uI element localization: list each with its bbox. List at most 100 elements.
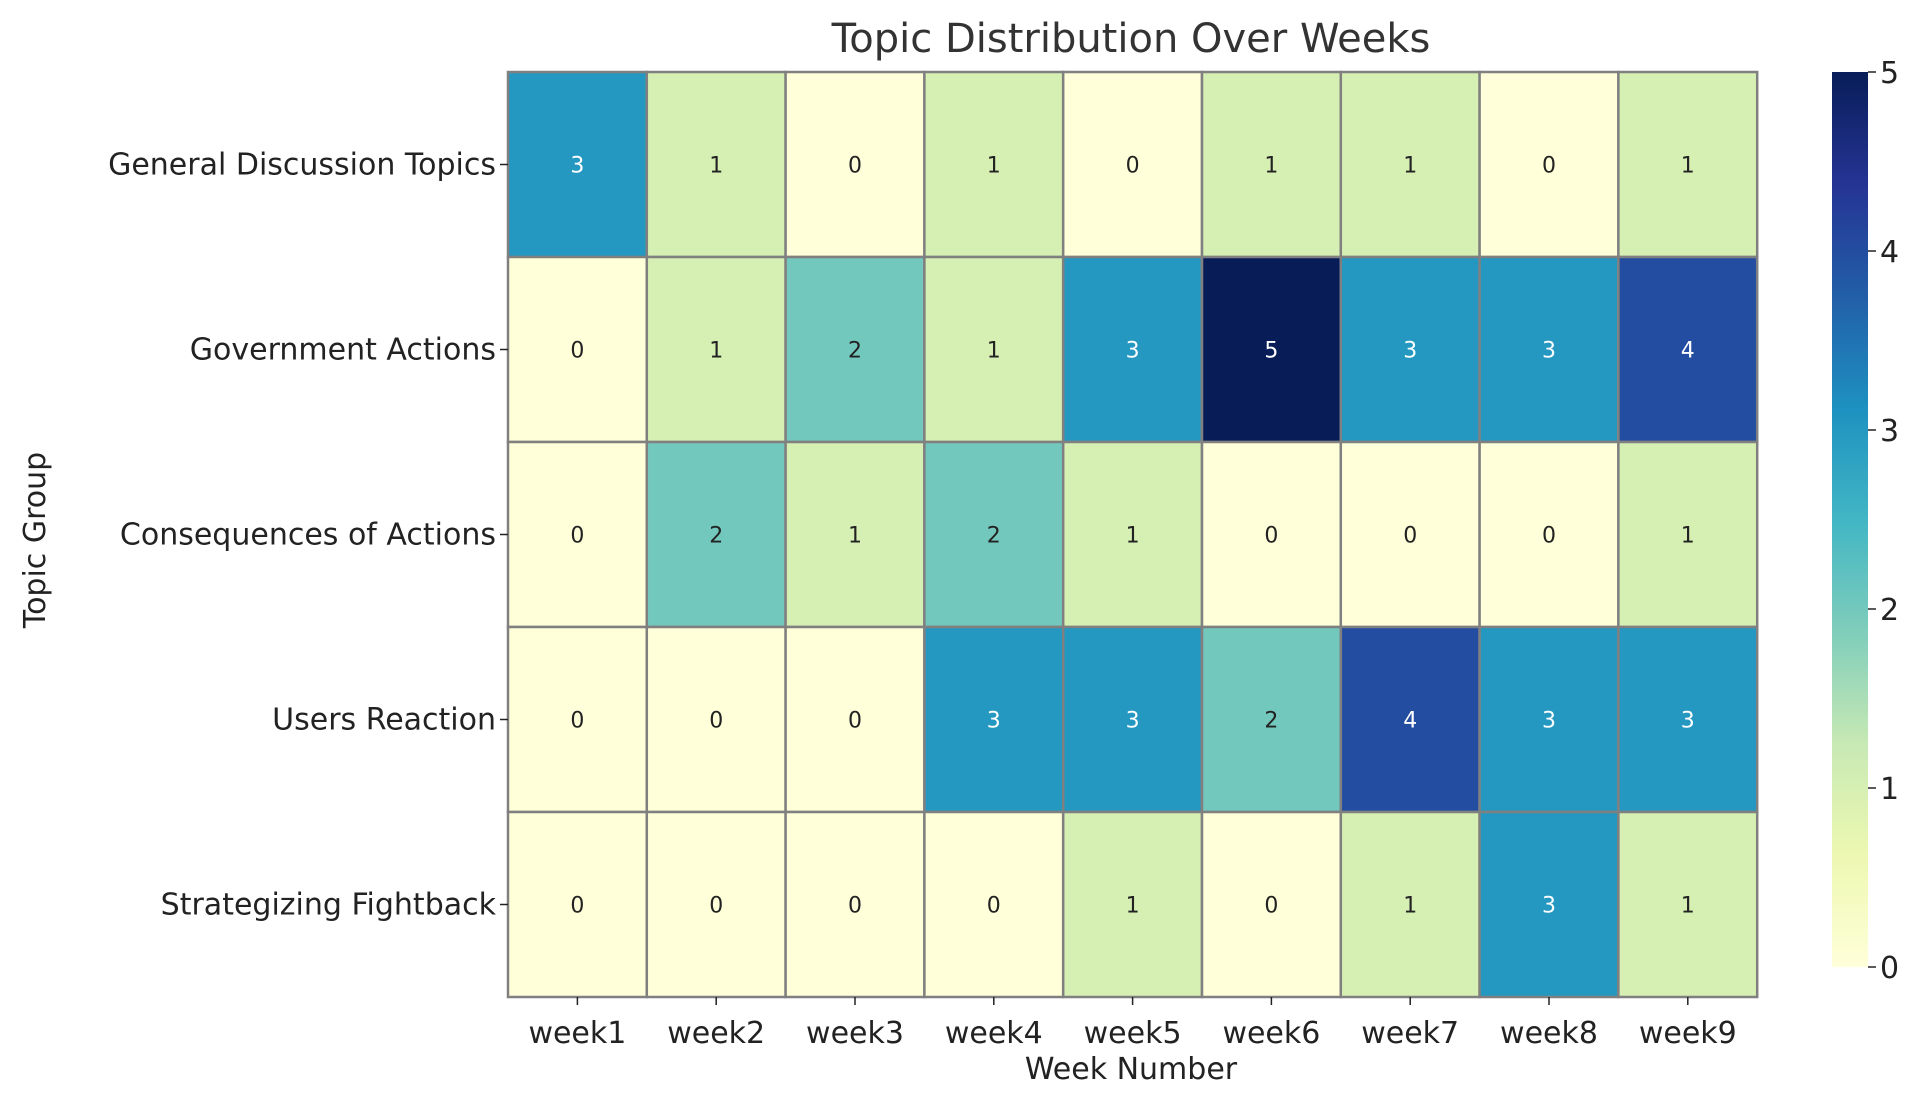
cell-value-label: 0 [570,894,584,919]
heatmap-cell [784,440,926,629]
cell-value-label: 0 [1264,894,1278,919]
cell-value-label: 1 [987,339,1001,364]
cell-value-label: 3 [1542,339,1556,364]
x-tick-label: week4 [945,1016,1043,1051]
cell-value-label: 0 [1542,154,1556,179]
heatmap-cell [923,625,1065,814]
y-tick-label: General Discussion Topics [108,148,496,183]
cell-value-label: 0 [570,339,584,364]
x-tick-label: week9 [1639,1016,1737,1051]
cell-value-label: 3 [1126,339,1140,364]
y-tick-label: Strategizing Fightback [161,888,497,923]
heatmap-cell [1339,810,1481,999]
heatmap-cell [506,70,649,259]
cell-value-label: 0 [709,894,723,919]
y-tick-label: Government Actions [190,333,496,368]
heatmap-cell [1200,70,1343,259]
heatmap-cell [784,255,926,444]
cell-value-label: 0 [709,709,723,734]
heatmap-cell [784,70,926,259]
heatmap-cell [1617,440,1759,629]
cell-value-label: 4 [1403,709,1417,734]
cell-value-label: 3 [987,709,1001,734]
cell-value-label: 1 [1403,894,1417,919]
y-tick-label: Consequences of Actions [120,518,496,553]
colorbar [1832,72,1868,967]
cell-value-label: 0 [1126,154,1140,179]
heatmap-cell [645,625,787,814]
colorbar-ticks: 0 1 2 3 4 5 [1868,56,1899,986]
cell-value-label: 2 [987,524,1001,549]
heatmap-cell [645,70,787,259]
heatmap-cell [1478,255,1620,444]
cell-value-label: 1 [1126,524,1140,549]
y-axis-label: Topic Group [18,452,53,629]
cell-value-label: 5 [1264,339,1278,364]
heatmap-cell [506,440,649,629]
heatmap-cell [784,810,926,999]
cell-value-label: 0 [987,894,1001,919]
heatmap-cell [923,70,1065,259]
colorbar-tick-label: 0 [1880,951,1899,986]
cell-value-label: 0 [570,524,584,549]
heatmap-cell [1061,255,1204,444]
cell-value-label: 1 [709,339,723,364]
heatmap-cell [1617,255,1759,444]
cell-value-label: 0 [1264,524,1278,549]
heatmap-cell [506,810,649,999]
heatmap-cells: 3 1 0 1 0 1 1 0 1 0 1 2 1 3 5 3 3 4 0 2 1 2 1 0 0 0 1 0 0 0 3 3 2 4 3 3 0 0 0 0… [506,70,1759,999]
cell-value-label: 1 [1264,154,1278,179]
cell-value-label: 0 [848,894,862,919]
x-axis-label: Week Number [1025,1052,1238,1087]
heatmap-cell [1200,810,1343,999]
cell-value-label: 1 [1126,894,1140,919]
heatmap-cell [506,625,649,814]
cell-value-label: 1 [848,524,862,549]
cell-value-label: 1 [1681,894,1695,919]
colorbar-tick-label: 4 [1880,235,1899,270]
heatmap-cell [1339,255,1481,444]
cell-value-label: 3 [1126,709,1140,734]
cell-value-label: 2 [1264,709,1278,734]
x-tick-label: week6 [1222,1016,1320,1051]
cell-value-label: 1 [1403,154,1417,179]
cell-value-label: 2 [848,339,862,364]
x-tick-label: week8 [1500,1016,1598,1051]
cell-value-label: 0 [1403,524,1417,549]
cell-value-label: 3 [1403,339,1417,364]
x-tick-label: week1 [528,1016,626,1051]
cell-value-label: 1 [1681,524,1695,549]
x-tick-label: week3 [806,1016,904,1051]
heatmap-cell [645,440,787,629]
cell-value-label: 4 [1681,339,1695,364]
cell-value-label: 0 [848,709,862,734]
cell-value-label: 3 [1542,709,1556,734]
cell-value-label: 3 [1681,709,1695,734]
cell-value-label: 1 [709,154,723,179]
cell-value-label: 1 [1681,154,1695,179]
cell-value-label: 0 [570,709,584,734]
cell-value-label: 2 [709,524,723,549]
colorbar-tick-label: 2 [1880,593,1899,628]
heatmap-cell [506,255,649,444]
colorbar-tick-label: 3 [1880,414,1899,449]
colorbar-tick-label: 1 [1880,772,1899,807]
cell-value-label: 1 [987,154,1001,179]
cell-value-label: 3 [570,154,584,179]
heatmap-cell [923,810,1065,999]
heatmap-cell [1339,440,1481,629]
y-tick-label: Users Reaction [272,703,496,738]
heatmap-cell [1061,440,1204,629]
cell-value-label: 3 [1542,894,1556,919]
cell-value-label: 0 [848,154,862,179]
x-tick-label: week7 [1361,1016,1459,1051]
x-tick-labels: week1 week2 week3 week4 week5 week6 week7 week8… [528,997,1737,1051]
y-tick-labels: General Discussion Topics Government Acti… [108,148,508,923]
colorbar-tick-label: 5 [1880,56,1899,91]
heatmap-cell [1617,810,1759,999]
heatmap-cell [923,440,1065,629]
heatmap-cell [1617,625,1759,814]
heatmap-cell [645,810,787,999]
x-tick-label: week5 [1084,1016,1182,1051]
